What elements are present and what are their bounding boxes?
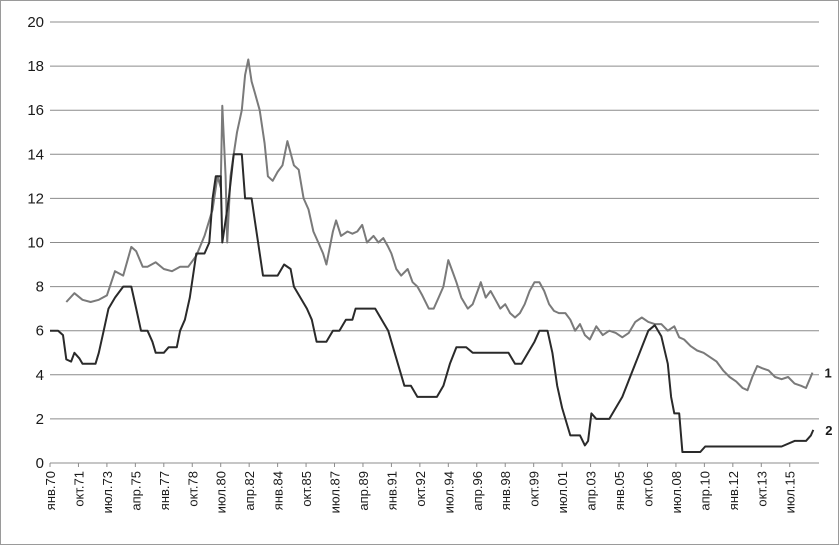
x-tick-label: апр.89 [356,471,371,511]
x-tick-label: июл.15 [783,471,798,513]
x-tick-label: окт.85 [299,471,314,507]
x-tick-label: янв.70 [43,471,58,510]
y-tick-label: 12 [27,190,44,207]
series-labels: 12 [824,366,832,438]
x-tick-label: янв.98 [498,471,513,510]
x-tick-label: июл.01 [555,471,570,513]
y-tick-label: 20 [27,14,44,31]
y-tick-label: 6 [36,323,44,340]
y-tick-label: 10 [27,235,44,252]
gridlines [50,21,819,464]
x-tick-label: янв.84 [271,471,286,510]
x-tick-label: янв.91 [384,471,399,510]
x-tick-label: янв.05 [612,471,627,510]
series-line-1 [65,58,814,392]
y-tick-label: 14 [27,146,44,163]
y-tick-label: 2 [36,411,44,428]
x-tick-label: окт.99 [527,471,542,507]
y-axis: 0 2 4 6 8 10 12 14 16 18 20 [27,14,44,472]
x-tick-label: апр.03 [584,471,599,511]
x-tick-label: июл.80 [214,471,229,513]
x-tick-label: окт.92 [413,471,428,507]
y-tick-label: 0 [36,455,44,472]
x-tick-label: окт.78 [185,471,200,507]
x-tick-label: апр.75 [128,471,143,511]
x-tick-label: окт.71 [71,471,86,507]
y-tick-label: 18 [27,58,44,75]
x-tick-label: апр.10 [697,471,712,511]
x-tick-label: янв.12 [726,471,741,510]
x-tick-label: окт.06 [640,471,655,507]
x-tick-label: июл.94 [441,471,456,513]
x-tick-label: янв.77 [157,471,172,510]
x-tick-label: июл.87 [328,471,343,513]
y-tick-label: 8 [36,279,44,296]
x-tick-label: апр.82 [242,471,257,511]
series-lines [50,58,815,453]
series-label-1: 1 [824,366,831,381]
series-label-2: 2 [825,423,832,438]
y-tick-label: 16 [27,102,44,119]
series-line-2 [50,153,815,453]
x-tick-label: июл.08 [669,471,684,513]
x-tick-label: апр.96 [470,471,485,511]
x-tick-label: окт.13 [754,471,769,507]
x-axis: янв.70 окт.71 июл.73 апр.75 янв.77 окт.78 июл.… [43,463,798,513]
x-tick-label: июл.73 [100,471,115,513]
y-tick-label: 4 [36,367,44,384]
